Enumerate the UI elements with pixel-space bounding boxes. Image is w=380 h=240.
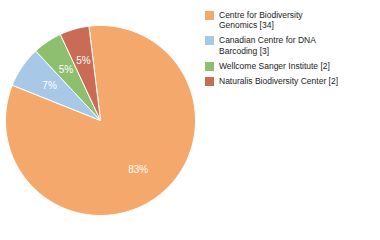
html-text:Wellcome Sanger Institute [2]: Wellcome Sanger Institute [2] xyxy=(219,60,330,71)
html-text:Canadian Centre for DNA Barcod: Canadian Centre for DNA Barcoding [3] xyxy=(219,35,316,56)
html-text:Naturalis Biodiversity Center: Naturalis Biodiversity Center [2] xyxy=(219,75,338,86)
svg-text:5%: 5% xyxy=(59,64,74,75)
html-text:Centre for Biodiversity Genomi: Centre for Biodiversity Genomics [34] xyxy=(219,10,303,31)
svg-text:5%: 5% xyxy=(76,55,91,66)
svg-text:83%: 83% xyxy=(128,164,148,175)
svg-text:7%: 7% xyxy=(42,80,57,91)
